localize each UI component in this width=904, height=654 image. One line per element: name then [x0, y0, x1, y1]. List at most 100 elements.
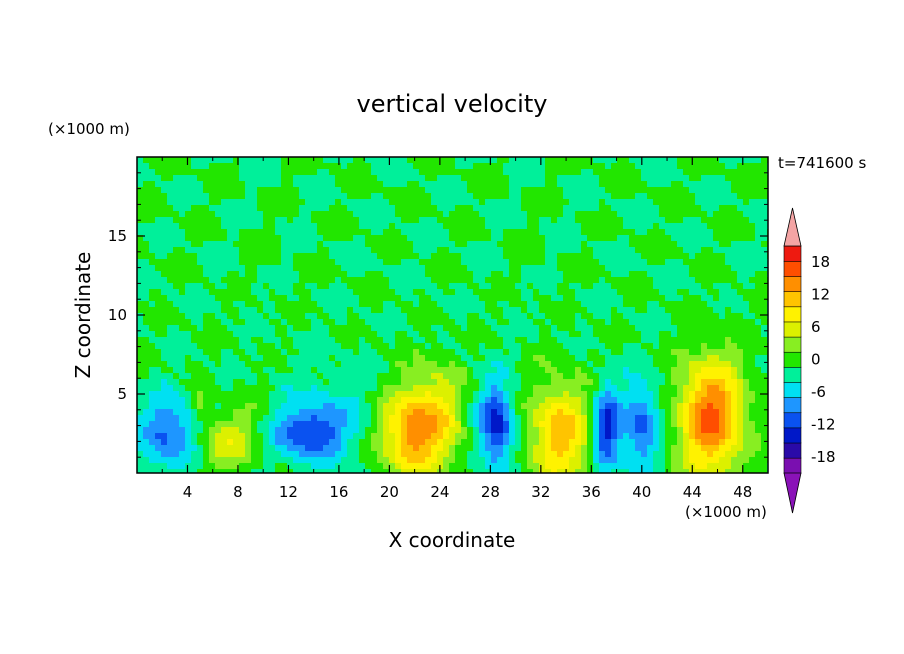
field-cell [737, 247, 744, 254]
field-cell [665, 289, 672, 296]
field-cell [485, 259, 492, 266]
field-cell [563, 187, 570, 194]
field-cell [521, 259, 528, 266]
field-cell [161, 217, 168, 224]
field-cell [527, 355, 534, 362]
field-cell [539, 343, 546, 350]
field-cell [329, 289, 336, 296]
field-cell [143, 277, 150, 284]
field-cell [521, 205, 528, 212]
field-cell [425, 253, 432, 260]
field-cell [431, 337, 438, 344]
field-cell [299, 223, 306, 230]
field-cell [677, 391, 684, 398]
field-cell [695, 247, 702, 254]
field-cell [689, 241, 696, 248]
field-cell [491, 157, 498, 164]
field-cell [551, 415, 558, 422]
field-cell [611, 391, 618, 398]
field-cell [743, 433, 750, 440]
field-cell [239, 229, 246, 236]
field-cell [671, 325, 678, 332]
field-cell [539, 235, 546, 242]
field-cell [221, 349, 228, 356]
field-cell [413, 289, 420, 296]
field-cell [509, 235, 516, 242]
field-cell [359, 379, 366, 386]
field-cell [281, 325, 288, 332]
field-cell [509, 313, 516, 320]
field-cell [215, 205, 222, 212]
field-cell [323, 181, 330, 188]
field-cell [623, 271, 630, 278]
field-cell [491, 211, 498, 218]
field-cell [413, 259, 420, 266]
field-cell [611, 337, 618, 344]
field-cell [581, 193, 588, 200]
field-cell [491, 373, 498, 380]
field-cell [515, 379, 522, 386]
field-cell [191, 283, 198, 290]
field-cell [167, 367, 174, 374]
field-cell [635, 271, 642, 278]
field-cell [257, 205, 264, 212]
field-cell [221, 367, 228, 374]
field-cell [617, 313, 624, 320]
field-cell [239, 385, 246, 392]
field-cell [485, 295, 492, 302]
field-cell [527, 211, 534, 218]
field-cell [533, 385, 540, 392]
field-cell [137, 307, 144, 314]
field-cell [431, 361, 438, 368]
field-cell [227, 223, 234, 230]
field-cell [257, 163, 264, 170]
field-cell [347, 343, 354, 350]
field-cell [263, 289, 270, 296]
field-cell [413, 283, 420, 290]
field-cell [581, 361, 588, 368]
field-cell [755, 295, 762, 302]
field-cell [563, 163, 570, 170]
field-cell [683, 199, 690, 206]
field-cell [221, 187, 228, 194]
field-cell [653, 343, 660, 350]
field-cell [347, 157, 354, 164]
field-cell [623, 325, 630, 332]
field-cell [743, 217, 750, 224]
field-cell [179, 319, 186, 326]
field-cell [593, 391, 600, 398]
field-cell [683, 235, 690, 242]
field-cell [419, 379, 426, 386]
field-cell [443, 217, 450, 224]
field-cell [245, 295, 252, 302]
field-cell [449, 199, 456, 206]
field-cell [167, 259, 174, 266]
field-cell [545, 331, 552, 338]
field-cell [521, 241, 528, 248]
field-cell [437, 169, 444, 176]
field-cell [221, 235, 228, 242]
field-cell [335, 157, 342, 164]
field-cell [665, 361, 672, 368]
field-cell [263, 343, 270, 350]
field-cell [221, 259, 228, 266]
field-cell [293, 319, 300, 326]
field-cell [299, 313, 306, 320]
field-cell [737, 403, 744, 410]
field-cell [383, 415, 390, 422]
field-cell [281, 271, 288, 278]
field-cell [203, 349, 210, 356]
field-cell [611, 421, 618, 428]
field-cell [641, 409, 648, 416]
field-cell [749, 385, 756, 392]
field-cell [641, 385, 648, 392]
field-cell [629, 265, 636, 272]
field-cell [377, 409, 384, 416]
field-cell [677, 271, 684, 278]
field-cell [341, 343, 348, 350]
field-cell [221, 181, 228, 188]
field-cell [455, 343, 462, 350]
field-cell [623, 397, 630, 404]
field-cell [167, 379, 174, 386]
field-cell [155, 289, 162, 296]
